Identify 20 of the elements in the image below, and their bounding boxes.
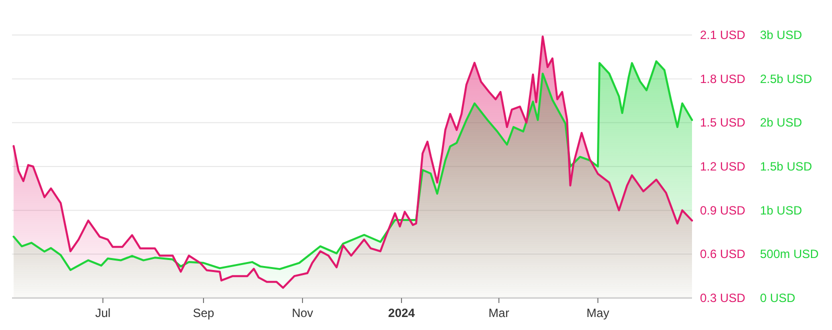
y-tick-label: 2.1 USD xyxy=(700,28,746,42)
x-tick-label: Sep xyxy=(192,306,214,320)
x-tick-label: Nov xyxy=(292,306,314,320)
x-tick-label: Jul xyxy=(95,306,111,320)
y-tick-label: 0.9 USD xyxy=(700,203,746,218)
x-tick-label: May xyxy=(586,306,610,320)
y-tick-label: 1.8 USD xyxy=(700,72,746,86)
y2-tick-label: 1.5b USD xyxy=(760,160,812,174)
y2-tick-label: 0 USD xyxy=(760,291,796,305)
y2-tick-label: 1b USD xyxy=(760,203,802,218)
y2-tick-label: 500m USD xyxy=(760,247,820,262)
x-tick-label: Mar xyxy=(488,306,510,320)
y-tick-label: 1.2 USD xyxy=(700,160,746,174)
y2-tick-label: 2b USD xyxy=(760,116,802,130)
y2-tick-label: 2.5b USD xyxy=(760,72,812,86)
y-tick-label: 0.3 USD xyxy=(700,291,746,305)
y-tick-label: 1.5 USD xyxy=(700,116,746,130)
x-tick-label: 2024 xyxy=(388,306,416,320)
y-tick-label: 0.6 USD xyxy=(700,247,746,262)
y2-tick-label: 3b USD xyxy=(760,28,802,42)
